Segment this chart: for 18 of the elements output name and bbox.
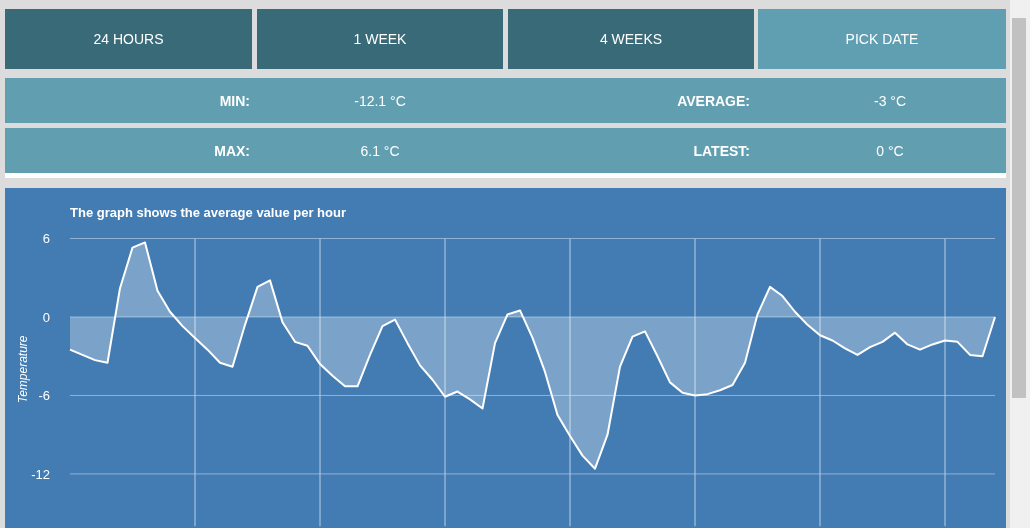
text: 24 HOURS — [93, 31, 164, 47]
text: PICK DATE — [845, 31, 919, 47]
y-tick-label: 6 — [42, 231, 50, 247]
text: LATEST: — [693, 143, 750, 159]
text: 4 WEEKS — [599, 31, 663, 47]
text: MAX: — [214, 143, 250, 159]
text: 1 WEEK — [353, 31, 408, 47]
text: 0 °C — [876, 143, 904, 159]
y-axis-title: Temperature — [16, 335, 30, 404]
text: -3 °C — [873, 93, 907, 109]
y-tick-label: -6 — [38, 388, 50, 404]
text: MIN: — [219, 93, 250, 109]
text: 6.1 °C — [360, 143, 400, 159]
text: -12.1 °C — [354, 93, 406, 109]
text: AVERAGE: — [677, 93, 750, 109]
y-tick-label: -12 — [31, 466, 50, 482]
y-tick-label: 0 — [42, 309, 50, 325]
chart-title: The graph shows the average value per hour — [70, 205, 346, 220]
